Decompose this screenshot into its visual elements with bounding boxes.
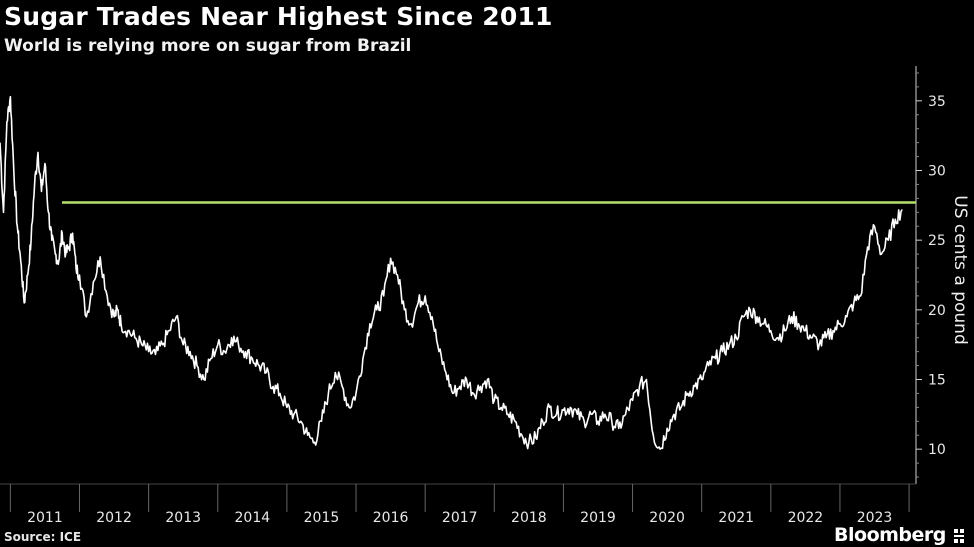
x-tick-label: 2013 <box>165 510 201 526</box>
x-tick-label: 2019 <box>580 510 616 526</box>
bloomberg-logo: Bloomberg <box>834 524 966 546</box>
y-tick-label: 10 <box>928 442 946 458</box>
x-tick-label: 2014 <box>235 510 271 526</box>
brand-name: Bloomberg <box>834 524 946 546</box>
bloomberg-mark-icon <box>954 528 964 543</box>
y-tick-label: 35 <box>928 94 946 110</box>
y-tick-label: 30 <box>928 164 946 180</box>
chart-subtitle: World is relying more on sugar from Braz… <box>4 36 412 56</box>
price-series-line <box>0 95 903 451</box>
y-tick-label: 20 <box>928 303 946 319</box>
x-tick-label: 2020 <box>649 510 685 526</box>
source-note: Source: ICE <box>4 530 82 544</box>
x-tick-label: 2012 <box>96 510 132 526</box>
chart-axes <box>0 66 922 512</box>
x-tick-label: 2016 <box>373 510 409 526</box>
x-tick-label: 2017 <box>442 510 478 526</box>
x-tick-label: 2015 <box>304 510 340 526</box>
y-tick-label: 25 <box>928 233 946 249</box>
chart-title: Sugar Trades Near Highest Since 2011 <box>4 2 553 31</box>
chart-labels: 10 15 20 25 30 35 2011 2012 2013 2014 2015 2016 2017… <box>27 94 970 526</box>
x-tick-label: 2023 <box>857 510 893 526</box>
x-tick-label: 2018 <box>511 510 547 526</box>
x-tick-label: 2021 <box>718 510 754 526</box>
x-tick-label: 2011 <box>27 510 63 526</box>
y-tick-label: 15 <box>928 373 946 389</box>
x-tick-label: 2022 <box>788 510 824 526</box>
y-axis-title: US cents a pound <box>950 195 970 345</box>
chart-marks <box>0 95 916 451</box>
